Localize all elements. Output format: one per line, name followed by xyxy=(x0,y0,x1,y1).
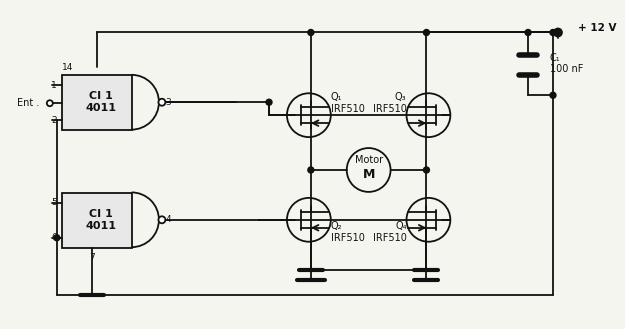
Text: 1: 1 xyxy=(51,81,57,90)
Circle shape xyxy=(158,99,166,106)
Text: 4: 4 xyxy=(166,215,171,224)
Circle shape xyxy=(308,167,314,173)
Text: 2: 2 xyxy=(51,116,57,125)
Text: + 12 V: + 12 V xyxy=(578,23,616,34)
Circle shape xyxy=(158,216,166,223)
Text: 5: 5 xyxy=(51,198,57,207)
Circle shape xyxy=(555,30,561,36)
Circle shape xyxy=(308,30,314,36)
Text: Ent .: Ent . xyxy=(17,98,39,108)
Text: M: M xyxy=(362,168,375,182)
Text: CI 1
4011: CI 1 4011 xyxy=(85,91,116,113)
Text: 3: 3 xyxy=(166,98,171,107)
Circle shape xyxy=(554,29,562,37)
Text: Q₁
IRF510: Q₁ IRF510 xyxy=(331,92,364,114)
Text: Motor: Motor xyxy=(354,155,382,165)
Text: Q₃
IRF510: Q₃ IRF510 xyxy=(372,92,406,114)
Circle shape xyxy=(424,30,429,36)
Circle shape xyxy=(54,235,60,241)
Circle shape xyxy=(525,30,531,36)
Text: 6: 6 xyxy=(51,233,57,242)
Text: C₁
100 nF: C₁ 100 nF xyxy=(550,53,583,74)
Circle shape xyxy=(550,92,556,98)
Text: CI 1
4011: CI 1 4011 xyxy=(85,209,116,231)
Text: Q₂
IRF510: Q₂ IRF510 xyxy=(331,221,364,242)
Circle shape xyxy=(550,30,556,36)
Circle shape xyxy=(424,167,429,173)
Circle shape xyxy=(47,100,53,106)
FancyBboxPatch shape xyxy=(62,193,131,248)
Circle shape xyxy=(266,99,272,105)
Text: Q₄
IRF510: Q₄ IRF510 xyxy=(372,221,406,242)
Text: 14: 14 xyxy=(62,63,74,72)
Text: 7: 7 xyxy=(89,253,94,262)
FancyBboxPatch shape xyxy=(62,75,131,130)
